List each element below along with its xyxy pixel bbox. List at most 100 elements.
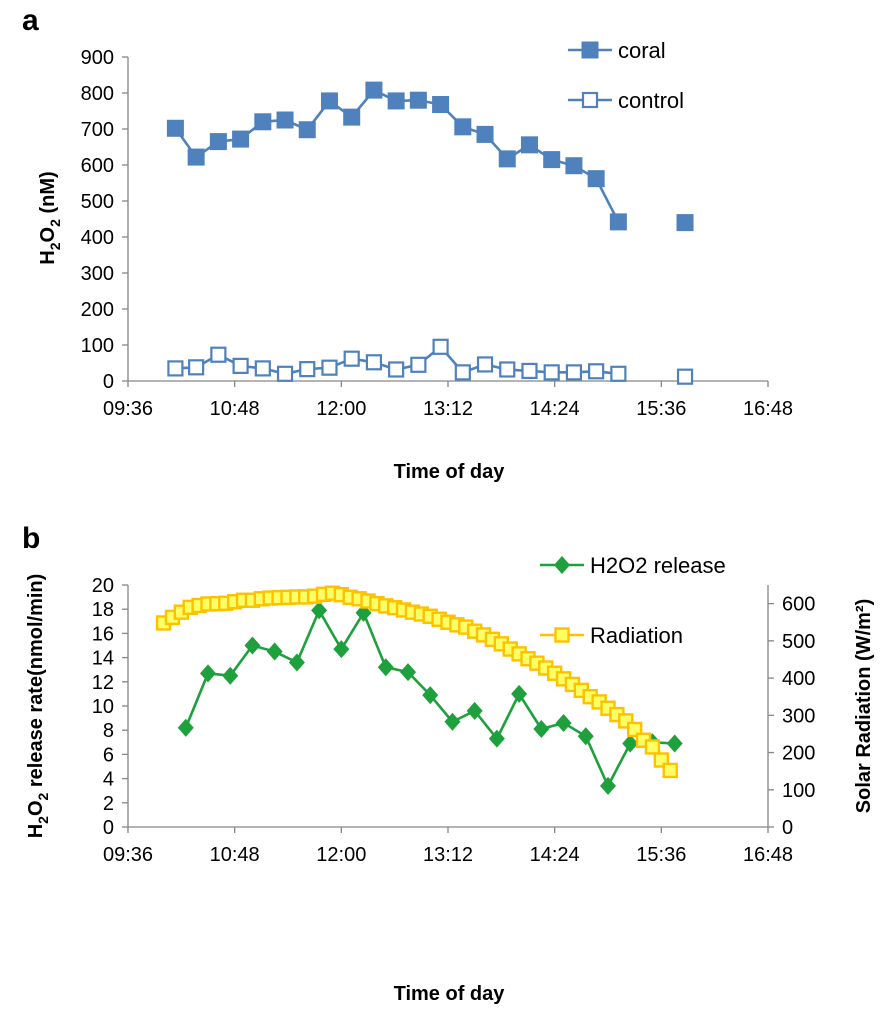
plot-area-b: 02468101214161820010020030040050060009:3… xyxy=(92,575,816,866)
y-tick-label: 12 xyxy=(92,672,114,694)
data-point xyxy=(565,364,583,381)
data-point xyxy=(609,213,627,231)
y-tick-label: 10 xyxy=(92,696,114,718)
x-axis-title-b: Time of day xyxy=(394,983,506,1005)
data-point xyxy=(365,81,383,99)
y2-tick-label: 100 xyxy=(782,780,815,802)
y-tick-label: 0 xyxy=(103,817,114,839)
legend-marker xyxy=(581,41,599,59)
y-axis-title-a: H2O2 (nM) xyxy=(37,171,63,264)
legend-marker xyxy=(554,627,570,643)
data-point xyxy=(365,354,383,371)
data-point xyxy=(488,729,505,748)
data-point xyxy=(409,91,427,109)
legend-marker xyxy=(554,556,570,574)
panel-label-a: a xyxy=(22,4,39,37)
y-tick-label: 4 xyxy=(103,769,114,791)
data-point xyxy=(400,663,416,682)
y-tick-label: 16 xyxy=(92,623,114,645)
x-axis-title-a: Time of day xyxy=(394,461,506,483)
data-point xyxy=(555,713,572,732)
legend-b: H2O2 release Radiation xyxy=(540,553,726,648)
y-tick-label: 20 xyxy=(92,575,114,597)
x-tick-label: 10:48 xyxy=(210,398,260,420)
data-point xyxy=(466,701,483,720)
y2-tick-label: 200 xyxy=(782,743,815,765)
y-tick-label: 700 xyxy=(81,119,114,141)
data-point xyxy=(662,762,678,779)
data-point xyxy=(188,359,205,376)
data-point xyxy=(167,360,184,377)
data-point xyxy=(298,121,316,139)
data-point xyxy=(320,92,338,110)
data-point xyxy=(254,360,271,377)
y-tick-label: 8 xyxy=(103,720,114,742)
y2-axis-title-b: Solar Radiation (W/m²) xyxy=(853,599,875,813)
data-point xyxy=(610,365,627,382)
data-point xyxy=(476,125,494,143)
data-point xyxy=(276,365,294,382)
data-point xyxy=(622,734,639,753)
y-tick-label: 300 xyxy=(81,263,114,285)
y2-tick-label: 600 xyxy=(782,594,815,616)
y-tick-label: 200 xyxy=(81,299,114,321)
data-point xyxy=(676,368,694,385)
data-point xyxy=(432,338,449,355)
data-point xyxy=(387,92,405,110)
x-tick-label: 10:48 xyxy=(210,844,260,866)
legend-item: Radiation xyxy=(540,623,683,648)
x-tick-label: 16:48 xyxy=(743,398,793,420)
legend-item: H2O2 release xyxy=(540,553,726,578)
data-point xyxy=(343,350,360,367)
data-point xyxy=(187,148,205,166)
x-tick-label: 12:00 xyxy=(316,398,366,420)
data-point xyxy=(343,108,361,126)
series-radiation xyxy=(155,585,678,779)
data-point xyxy=(200,664,216,683)
x-tick-label: 16:48 xyxy=(743,844,793,866)
data-point xyxy=(288,653,305,672)
legend-item: control xyxy=(568,88,684,113)
data-point xyxy=(209,133,227,151)
data-point xyxy=(222,666,239,685)
data-point xyxy=(543,151,561,169)
data-point xyxy=(587,170,605,188)
data-point xyxy=(377,658,394,677)
panel-label-b: b xyxy=(22,522,40,555)
x-tick-label: 15:36 xyxy=(636,398,686,420)
data-point xyxy=(543,364,560,381)
data-point xyxy=(432,96,450,114)
x-tick-label: 09:36 xyxy=(103,844,153,866)
data-point xyxy=(244,636,261,655)
data-point xyxy=(511,684,528,703)
data-point xyxy=(333,640,350,659)
data-point xyxy=(232,130,250,148)
x-tick-label: 14:24 xyxy=(530,398,580,420)
data-point xyxy=(311,601,328,620)
legend-label: coral xyxy=(618,38,666,63)
data-point xyxy=(232,357,249,374)
y-tick-label: 6 xyxy=(103,744,114,766)
y-tick-label: 600 xyxy=(81,155,114,177)
y-tick-label: 18 xyxy=(92,599,114,621)
data-point xyxy=(166,119,184,137)
data-point xyxy=(422,686,439,705)
y2-tick-label: 500 xyxy=(782,631,815,653)
data-point xyxy=(520,136,538,154)
y-tick-label: 0 xyxy=(103,371,114,393)
panel-a: a 0 100 200 300 400 500 600 700 800 900 09:36 10:48… xyxy=(22,4,793,483)
x-tick-label: 09:36 xyxy=(103,398,153,420)
legend-label: Radiation xyxy=(590,623,683,648)
y-tick-label: 100 xyxy=(81,335,114,357)
data-point xyxy=(454,118,472,136)
data-point xyxy=(676,214,694,232)
y-axis-title-b: H2O2 release rate(nmol/min) xyxy=(25,574,51,839)
data-point xyxy=(521,362,538,380)
data-point xyxy=(276,111,294,129)
y-tick-label: 400 xyxy=(81,227,114,249)
legend-label: H2O2 release xyxy=(590,553,726,578)
data-point xyxy=(210,346,227,363)
plot-area-a: 0 100 200 300 400 500 600 700 800 900 09:36 10:48 12… xyxy=(81,47,793,420)
data-point xyxy=(577,727,594,746)
